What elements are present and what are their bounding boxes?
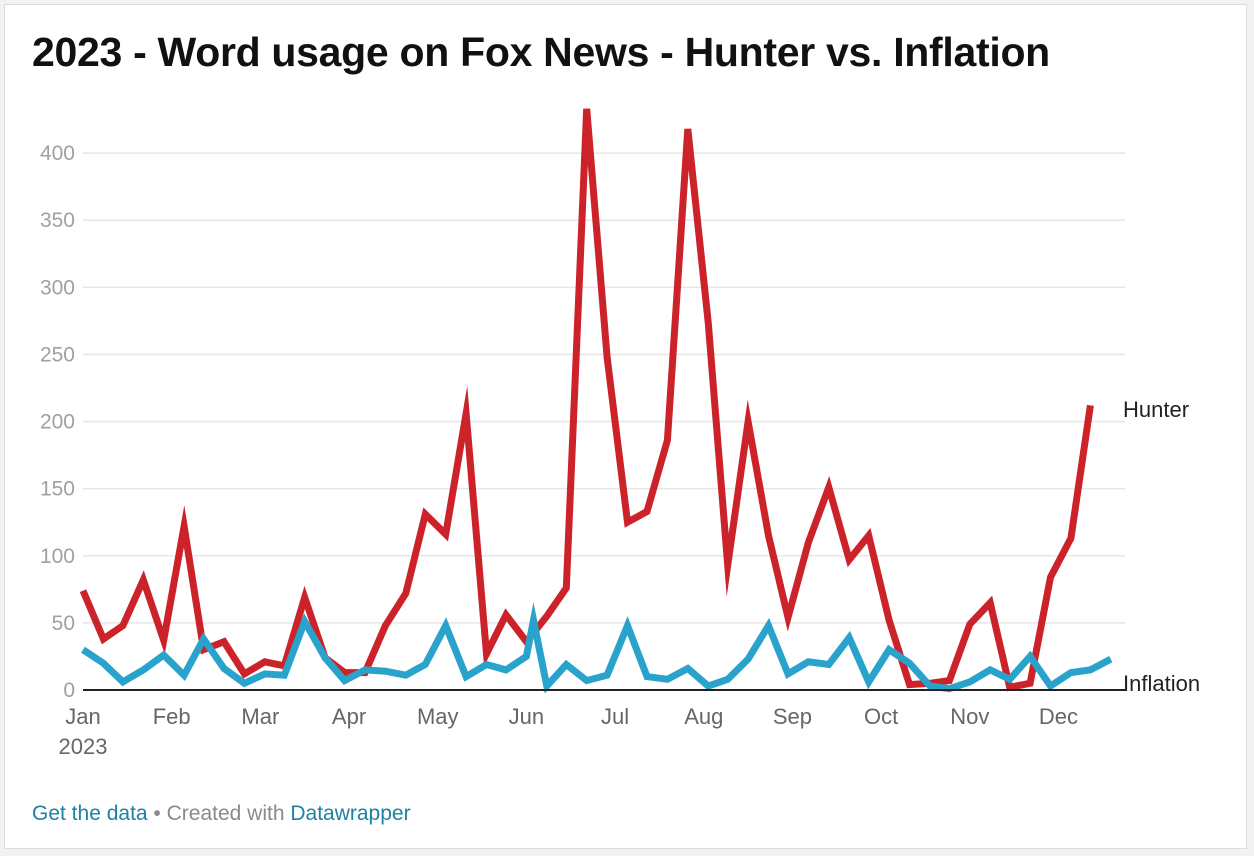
y-tick-label: 400: [40, 142, 75, 165]
y-tick-label: 150: [40, 478, 75, 501]
x-tick-label: Apr: [332, 704, 366, 729]
x-tick-label: Mar: [241, 704, 279, 729]
datawrapper-link[interactable]: Datawrapper: [290, 802, 411, 825]
series-label-hunter: Hunter: [1123, 397, 1189, 422]
x-tick-sublabel: 2023: [59, 734, 108, 759]
x-tick-label: Dec: [1039, 704, 1078, 729]
x-tick-label: Feb: [153, 704, 191, 729]
x-tick-label: Jul: [601, 704, 629, 729]
line-chart: 0 50 100 150 200 250 300 350 400 Jan 2023 Feb Mar Apr…: [40, 108, 1200, 759]
x-tick-label: Aug: [684, 704, 723, 729]
x-tick-label: Sep: [773, 704, 812, 729]
y-tick-label: 300: [40, 276, 75, 299]
get-the-data-link[interactable]: Get the data: [32, 802, 148, 825]
x-tick-label: Nov: [950, 704, 989, 729]
y-tick-label: 350: [40, 209, 75, 232]
series-line-hunter: [79, 108, 1094, 692]
footer: Get the data • Created with Datawrapper: [32, 802, 411, 826]
y-tick-label: 200: [40, 411, 75, 434]
y-tick-label: 100: [40, 545, 75, 568]
x-tick-label: Jan: [65, 704, 100, 729]
series-line-inflation: [81, 602, 1113, 694]
y-tick-label: 0: [63, 679, 75, 702]
chart-title: 2023 - Word usage on Fox News - Hunter v…: [32, 29, 1050, 75]
x-tick-label: Oct: [864, 704, 898, 729]
y-tick-label: 50: [52, 612, 75, 635]
x-tick-label: Jun: [509, 704, 544, 729]
footer-separator: • Created with: [147, 802, 291, 825]
chart-card: 2023 - Word usage on Fox News - Hunter v…: [4, 4, 1247, 849]
x-tick-label: May: [417, 704, 459, 729]
y-tick-label: 250: [40, 343, 75, 366]
series-label-inflation: Inflation: [1123, 671, 1200, 696]
